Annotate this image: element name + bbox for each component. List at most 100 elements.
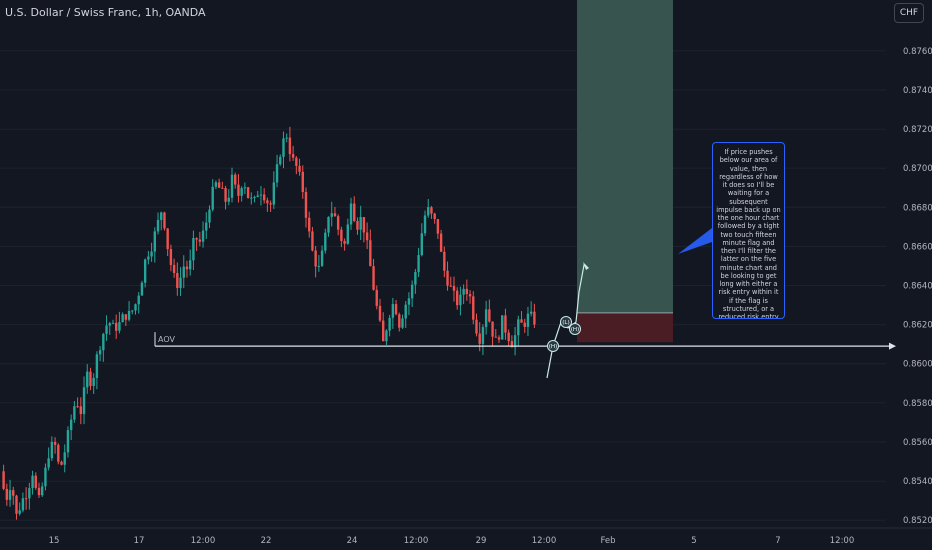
candle-body[interactable] [47, 458, 50, 468]
candle-body[interactable] [320, 250, 324, 266]
candle-body[interactable] [494, 336, 497, 338]
candle-body[interactable] [34, 475, 37, 488]
candle-body[interactable] [404, 304, 407, 319]
candle-body[interactable] [343, 240, 346, 244]
candle-body[interactable] [291, 154, 295, 158]
candle-body[interactable] [446, 270, 449, 286]
candle-body[interactable] [147, 256, 150, 260]
candle-body[interactable] [12, 490, 15, 496]
candle-body[interactable] [172, 264, 176, 273]
candle-body[interactable] [285, 137, 288, 139]
candle-body[interactable] [407, 298, 411, 305]
candle-body[interactable] [327, 216, 330, 233]
candle-body[interactable] [372, 266, 375, 290]
candle-body[interactable] [427, 207, 430, 216]
candle-body[interactable] [439, 233, 443, 252]
candle-body[interactable] [89, 371, 92, 386]
candle-body[interactable] [57, 444, 60, 462]
candle-body[interactable] [517, 319, 520, 336]
candle-body[interactable] [349, 203, 353, 225]
candle-body[interactable] [272, 182, 276, 205]
candle-body[interactable] [481, 327, 485, 344]
candle-body[interactable] [369, 240, 372, 267]
candle-body[interactable] [166, 228, 169, 250]
candle-body[interactable] [410, 284, 414, 299]
candle-body[interactable] [488, 309, 491, 322]
candle-body[interactable] [353, 203, 356, 222]
candle-body[interactable] [134, 304, 137, 311]
candle-body[interactable] [346, 224, 350, 244]
candle-body[interactable] [18, 510, 21, 514]
candle-body[interactable] [160, 212, 163, 220]
candle-body[interactable] [182, 266, 185, 278]
candle-body[interactable] [140, 282, 144, 296]
candle-body[interactable] [60, 461, 63, 465]
candle-body[interactable] [21, 498, 25, 511]
candle-body[interactable] [504, 315, 507, 333]
candle-body[interactable] [391, 304, 395, 318]
candle-body[interactable] [507, 332, 510, 342]
candle-body[interactable] [436, 219, 440, 234]
candle-body[interactable] [468, 294, 472, 297]
candle-body[interactable] [443, 251, 446, 271]
candle-body[interactable] [378, 305, 382, 321]
candle-body[interactable] [340, 229, 343, 241]
candle-body[interactable] [501, 315, 504, 340]
candle-body[interactable] [250, 197, 253, 199]
candle-body[interactable] [375, 289, 378, 306]
candle-body[interactable] [230, 174, 234, 198]
candle-body[interactable] [398, 314, 401, 328]
candle-body[interactable] [137, 295, 140, 305]
candle-body[interactable] [394, 304, 398, 315]
candle-body[interactable] [205, 222, 208, 231]
candle-body[interactable] [314, 250, 317, 267]
candle-body[interactable] [365, 232, 369, 241]
candle-body[interactable] [475, 319, 478, 334]
candle-body[interactable] [275, 164, 279, 183]
candle-body[interactable] [520, 319, 523, 323]
candle-body[interactable] [311, 231, 314, 251]
candle-body[interactable] [198, 239, 202, 242]
candle-body[interactable] [401, 318, 404, 328]
candle-body[interactable] [359, 217, 362, 230]
candle-body[interactable] [44, 467, 47, 487]
candle-body[interactable] [163, 212, 166, 229]
candle-body[interactable] [131, 310, 134, 312]
candle-body[interactable] [304, 192, 308, 218]
candle-body[interactable] [465, 288, 469, 295]
candle-body[interactable] [50, 441, 54, 459]
candle-body[interactable] [472, 296, 475, 320]
candle-body[interactable] [105, 325, 108, 334]
candle-body[interactable] [478, 333, 481, 344]
candle-body[interactable] [484, 309, 488, 328]
candle-body[interactable] [214, 182, 218, 187]
candle-body[interactable] [417, 255, 420, 272]
candle-body[interactable] [333, 213, 337, 217]
candle-body[interactable] [69, 419, 73, 431]
candle-body[interactable] [523, 322, 526, 327]
candle-body[interactable] [95, 354, 99, 378]
candle-body[interactable] [513, 335, 517, 348]
candle-body[interactable] [79, 406, 83, 415]
candle-body[interactable] [455, 290, 459, 306]
trade-plan-note[interactable]: If price pushes below our area of value,… [712, 142, 785, 319]
candle-body[interactable] [114, 322, 118, 331]
candle-body[interactable] [414, 271, 417, 285]
candle-body[interactable] [31, 475, 34, 489]
pattern-marker[interactable] [547, 340, 559, 352]
candle-body[interactable] [179, 277, 182, 289]
candle-body[interactable] [237, 184, 240, 196]
candle-body[interactable] [111, 322, 115, 324]
candle-body[interactable] [102, 333, 105, 351]
candle-body[interactable] [240, 188, 243, 196]
candle-body[interactable] [433, 213, 436, 220]
candle-body[interactable] [217, 182, 221, 188]
candle-body[interactable] [2, 471, 5, 489]
candle-body[interactable] [449, 285, 452, 287]
candle-body[interactable] [118, 322, 121, 331]
candle-body[interactable] [41, 486, 44, 496]
candle-body[interactable] [430, 207, 433, 214]
candle-body[interactable] [227, 197, 230, 202]
candle-body[interactable] [150, 251, 153, 257]
